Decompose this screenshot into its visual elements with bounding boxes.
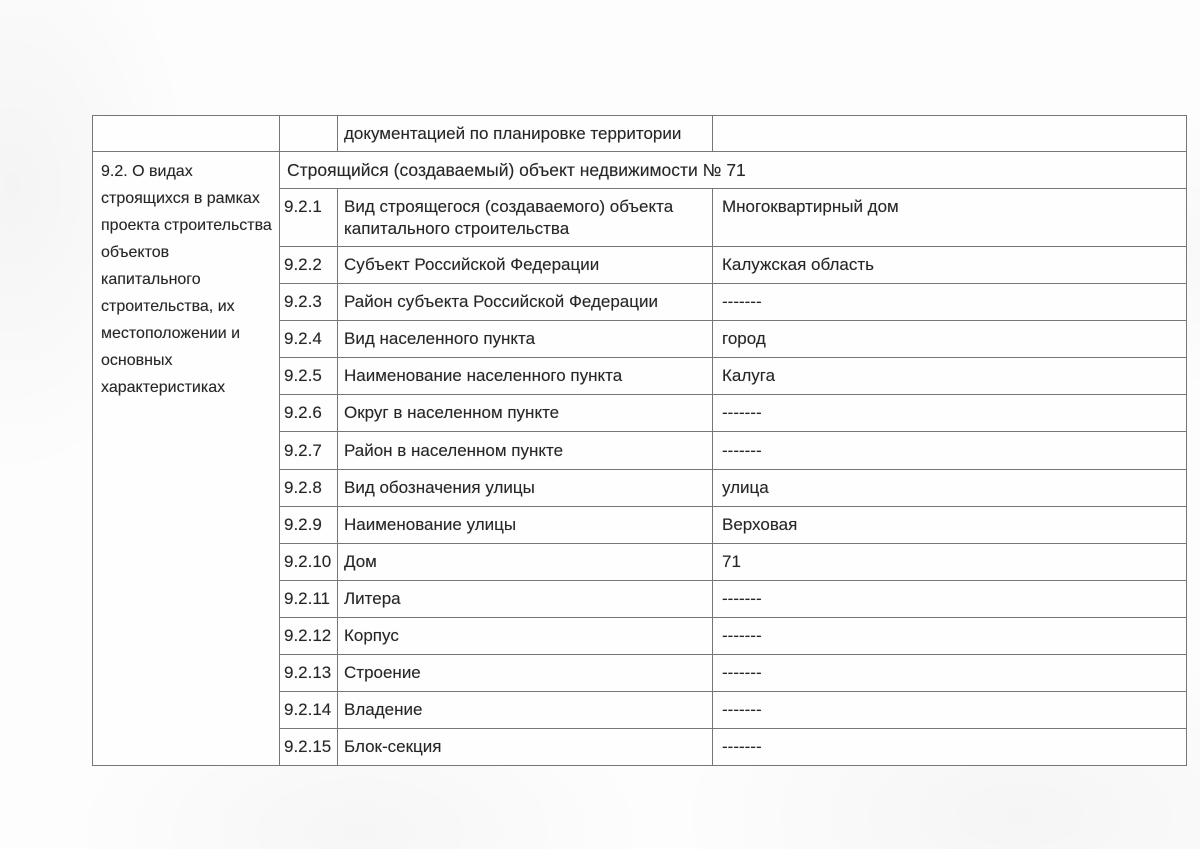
row-value: Многоквартирный дом	[713, 189, 1186, 246]
row-number: 9.2.10	[280, 543, 337, 580]
row-number: 9.2.8	[280, 469, 337, 506]
row-number: 9.2.9	[280, 506, 337, 543]
row-value: -------	[713, 692, 1186, 729]
row-label: Корпус	[338, 617, 712, 655]
row-label: Литера	[338, 580, 712, 617]
row-value: -------	[713, 617, 1186, 655]
row-label: Район в населенном пункте	[338, 432, 712, 469]
row-number: 9.2.12	[280, 617, 337, 655]
row-label: Вид обозначения улицы	[338, 469, 712, 506]
row-value: -------	[713, 284, 1186, 321]
row-label: Вид строящегося (создаваемого) объекта к…	[338, 189, 712, 246]
row-value: Верховая	[713, 506, 1186, 543]
empty-cell	[280, 116, 337, 151]
row-value: Калужская область	[713, 247, 1186, 284]
row-label: Дом	[338, 543, 712, 580]
row-number: 9.2.3	[280, 284, 337, 321]
row-number: 9.2.5	[280, 358, 337, 395]
empty-cell	[93, 116, 279, 151]
row-label: Район субъекта Российской Федерации	[338, 284, 712, 321]
row-label: Субъект Российской Федерации	[338, 247, 712, 284]
row-label: Вид населенного пункта	[338, 321, 712, 358]
row-number: 9.2.15	[280, 729, 337, 766]
row-number: 9.2.6	[280, 395, 337, 432]
row-value: -------	[713, 395, 1186, 432]
row-value: -------	[713, 655, 1186, 692]
row-value: город	[713, 321, 1186, 358]
row-label: Владение	[338, 692, 712, 729]
row-number: 9.2.14	[280, 692, 337, 729]
row-number: 9.2.11	[280, 580, 337, 617]
object-header: Строящийся (создаваемый) объект недвижим…	[280, 152, 1186, 188]
declaration-table: документацией по планировке территории 9…	[92, 115, 1187, 767]
continuation-label: документацией по планировке территории	[338, 116, 712, 151]
row-value: -------	[713, 580, 1186, 617]
row-value: улица	[713, 469, 1186, 506]
empty-cell	[713, 116, 1186, 151]
row-number: 9.2.2	[280, 247, 337, 284]
row-label: Наименование улицы	[338, 506, 712, 543]
row-value: 71	[713, 543, 1186, 580]
row-label: Блок-секция	[338, 729, 712, 766]
row-number: 9.2.13	[280, 655, 337, 692]
row-number: 9.2.7	[280, 432, 337, 469]
row-value: Калуга	[713, 358, 1186, 395]
row-label: Строение	[338, 655, 712, 692]
section-title: 9.2. О видах строящихся в рамках проекта…	[93, 152, 279, 766]
row-label: Округ в населенном пункте	[338, 395, 712, 432]
row-number: 9.2.4	[280, 321, 337, 358]
row-number: 9.2.1	[280, 189, 337, 246]
row-value: -------	[713, 729, 1186, 766]
row-label: Наименование населенного пункта	[338, 358, 712, 395]
row-value: -------	[713, 432, 1186, 469]
